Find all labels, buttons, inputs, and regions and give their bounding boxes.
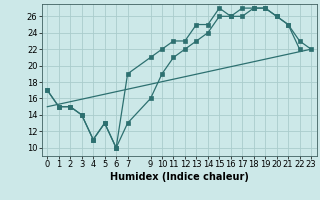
X-axis label: Humidex (Indice chaleur): Humidex (Indice chaleur)	[110, 172, 249, 182]
